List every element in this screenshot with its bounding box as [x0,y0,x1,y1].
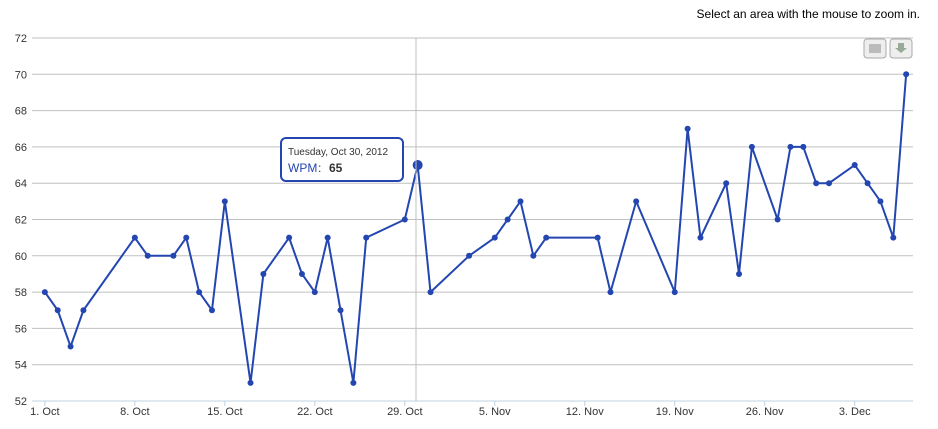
y-tick-label: 52 [15,396,27,408]
point [723,180,730,187]
point [247,379,254,386]
point [324,234,331,241]
point [144,252,151,259]
point [903,71,910,78]
x-tick-label: 19. Nov [656,406,694,418]
point [594,234,601,241]
point [504,216,511,223]
x-tick-label: 5. Nov [479,406,511,418]
y-tick-label: 70 [15,69,27,81]
y-tick-label: 68 [15,106,27,118]
point [221,198,228,205]
point [748,143,755,150]
point [633,198,640,205]
tooltip-value: 65 [329,161,343,175]
point [401,216,408,223]
point [864,180,871,187]
point [363,234,370,241]
tooltip-series: WPM [288,161,317,175]
x-tick-label: 8. Oct [120,406,149,418]
point [298,270,305,277]
tooltip-box [280,137,404,182]
tooltip-title: Tuesday, Oct 30, 2012 [288,147,388,158]
point [170,252,177,259]
point [337,307,344,314]
point [208,307,215,314]
point [774,216,781,223]
series-line [44,74,908,384]
point [787,143,794,150]
point [813,180,820,187]
point [350,379,357,386]
tooltip: Tuesday, Oct 30, 2012 WPM : 65 [280,137,404,182]
point [684,125,691,132]
y-tick-label: 58 [15,287,27,299]
x-tick-label: 1. Oct [30,406,59,418]
x-tick-label: 29. Oct [387,406,422,418]
point [80,307,87,314]
point [131,234,138,241]
x-tick-label: 15. Oct [207,406,242,418]
y-tick-label: 72 [15,33,27,45]
point [607,289,614,296]
point [427,289,434,296]
point [67,343,74,350]
point [412,160,423,171]
y-tick-label: 56 [15,323,27,335]
point [851,162,858,169]
y-tick-label: 66 [15,142,27,154]
export-button[interactable] [889,38,913,59]
point [543,234,550,241]
point [260,270,267,277]
x-tick-label: 12. Nov [566,406,604,418]
y-tick-label: 62 [15,215,27,227]
y-tick-label: 54 [15,360,27,372]
y-tick-label: 64 [15,178,27,190]
point [183,234,190,241]
x-tick-label: 22. Oct [297,406,332,418]
point [826,180,833,187]
point [517,198,524,205]
point [697,234,704,241]
point [466,252,473,259]
point [736,270,743,277]
point [530,252,537,259]
x-tick-label: 26. Nov [746,406,784,418]
point [671,289,678,296]
point [877,198,884,205]
point [41,289,48,296]
point [800,143,807,150]
zoom-hint: Select an area with the mouse to zoom in… [697,7,920,21]
point [890,234,897,241]
point [311,289,318,296]
x-tick-label: 3. Dec [839,406,871,418]
point [196,289,203,296]
print-button[interactable] [863,38,887,59]
point [54,307,61,314]
point [491,234,498,241]
tooltip-sep: : [318,161,321,175]
y-tick-label: 60 [15,251,27,263]
point [286,234,293,241]
